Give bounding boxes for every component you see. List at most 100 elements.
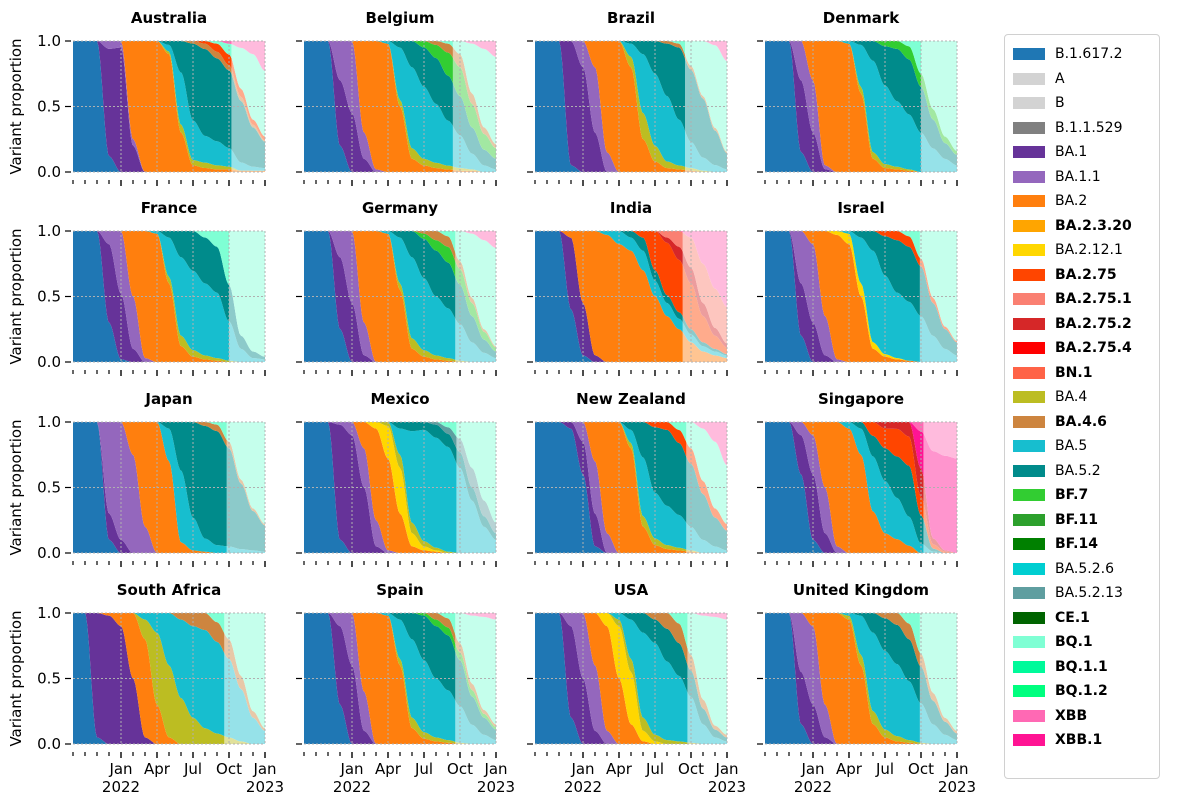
x-tick-month: Jan [339, 760, 363, 778]
area-ba-1 [535, 231, 727, 362]
area-ba-1 [73, 231, 265, 362]
legend-swatch [1013, 391, 1045, 403]
x-tick-month: Apr [144, 760, 171, 778]
x-tick-month: Jan [108, 760, 132, 778]
legend-item-ba-5-2: BA.5.2 [1013, 462, 1101, 480]
legend-item-ba-2-75-1: BA.2.75.1 [1013, 290, 1132, 308]
y-tick-label: 0.5 [37, 98, 61, 116]
grid [73, 230, 266, 363]
area-ba-5 [535, 422, 727, 553]
x-tick-month: Jan [800, 760, 824, 778]
grid [535, 612, 728, 745]
area-ba-5 [535, 231, 727, 359]
legend-swatch [1013, 685, 1045, 697]
legend-swatch [1013, 219, 1045, 232]
legend-item-xbb-1: XBB.1 [1013, 731, 1102, 749]
y-axis [296, 421, 302, 554]
y-tick-label: 0.0 [37, 544, 61, 562]
legend-swatch [1013, 317, 1045, 330]
legend-label: BA.2.75.4 [1055, 340, 1132, 356]
y-tick-label: 1.0 [37, 222, 61, 240]
legend-label: BA.4.6 [1055, 413, 1107, 430]
legend-item-bf-7: BF.7 [1013, 486, 1088, 504]
y-tick-label: 0.0 [37, 353, 61, 371]
area-ba-5 [304, 41, 496, 172]
legend: B.1.617.2 A B B.1.1.529 BA.1 BA.1.1 BA.2 BA.2.3… [1004, 34, 1160, 779]
area-b-1-617-2 [304, 231, 496, 362]
legend-swatch [1013, 293, 1045, 305]
y-axis [757, 230, 763, 363]
area-ba-5 [765, 41, 957, 172]
area-b-1-617-2 [73, 41, 265, 172]
x-tick-month: Jan [944, 760, 968, 778]
grid [535, 40, 728, 173]
legend-swatch [1013, 366, 1045, 379]
x-axis [72, 180, 266, 186]
area-b-1-617-2 [535, 422, 727, 553]
grid [535, 421, 728, 554]
x-tick-month: Jan [252, 760, 276, 778]
x-tick-month: Jul [875, 760, 894, 778]
legend-label: BQ.1.2 [1055, 683, 1108, 699]
grid [304, 230, 497, 363]
legend-swatch [1013, 170, 1045, 183]
legend-item-ba-2-3-20: BA.2.3.20 [1013, 217, 1132, 235]
legend-label: A [1055, 70, 1065, 87]
legend-item-ba-2-75-4: BA.2.75.4 [1013, 339, 1132, 357]
legend-label: BA.2.75.2 [1055, 315, 1132, 332]
y-tick-label: 1.0 [37, 32, 61, 50]
y-axis [527, 421, 533, 554]
grid [535, 230, 728, 363]
y-axis [527, 230, 533, 363]
area-b-1-617-2 [73, 422, 265, 553]
y-axis [296, 40, 302, 173]
legend-swatch [1013, 587, 1045, 599]
legend-label: B.1.617.2 [1055, 46, 1123, 62]
legend-label: BA.5.2.13 [1055, 585, 1123, 601]
legend-swatch [1013, 734, 1045, 746]
x-tick-month: Jul [414, 760, 433, 778]
x-tick-year: 2023 [938, 778, 976, 796]
panel-south-africa: South Africa 0.0 0.5 1.0 Variant proportion J… [7, 581, 284, 796]
grid [304, 421, 497, 554]
y-tick-label: 0.5 [37, 670, 61, 688]
area-ba-1 [304, 231, 496, 362]
panel-japan: Japan 0.0 0.5 1.0 Variant proportion [7, 390, 266, 567]
legend-label: BA.2.75 [1055, 266, 1117, 283]
legend-swatch [1013, 72, 1045, 85]
x-tick-month: Jan [714, 760, 738, 778]
legend-label: BA.1.1 [1055, 168, 1101, 185]
x-tick-month: Apr [375, 760, 402, 778]
legend-label: CE.1 [1055, 609, 1090, 626]
legend-swatch [1013, 244, 1045, 256]
area-ba-5-2 [535, 41, 727, 170]
area-ba-5 [765, 422, 957, 553]
legend-swatch [1013, 562, 1045, 575]
x-tick-month: Oct [447, 760, 473, 778]
grid [304, 612, 497, 745]
legend-swatch [1013, 464, 1045, 477]
panel-brazil: Brazil [527, 9, 728, 186]
x-tick-year: 2023 [246, 778, 284, 796]
area-b-1-617-2 [304, 613, 496, 744]
legend-item-bn-1: BN.1 [1013, 364, 1092, 382]
area-ba-5-2 [535, 613, 727, 742]
legend-swatch [1013, 121, 1045, 134]
area-ba-4 [535, 422, 727, 553]
x-tick-month: Apr [836, 760, 863, 778]
x-tick-month: Oct [216, 760, 242, 778]
legend-item-bq-1: BQ.1 [1013, 633, 1093, 651]
legend-swatch [1013, 636, 1045, 648]
panel-title: Brazil [607, 9, 655, 27]
area-bf-7 [304, 41, 496, 159]
y-tick-label: 0.5 [37, 288, 61, 306]
panel-title: New Zealand [576, 390, 686, 408]
area-ba-5 [73, 231, 265, 362]
legend-label: BN.1 [1055, 364, 1093, 381]
x-axis [534, 561, 728, 567]
area-b-1-617-2 [73, 231, 265, 362]
panel-title: Mexico [370, 390, 429, 408]
area-b-1-617-2 [304, 422, 496, 553]
area-ba-2 [304, 422, 496, 553]
legend-swatch [1013, 660, 1045, 673]
